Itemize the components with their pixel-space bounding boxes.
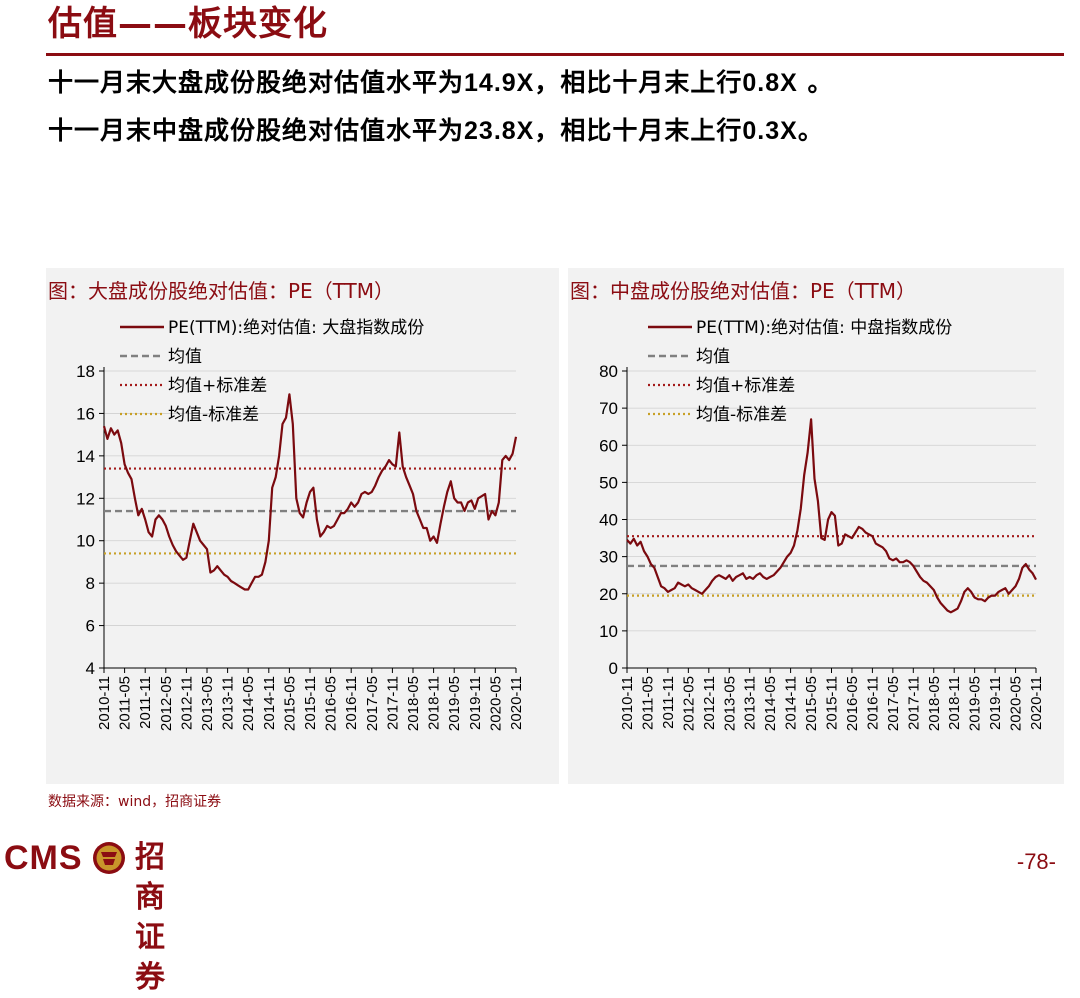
x-tick-label: 2016-11 bbox=[864, 676, 881, 730]
x-tick-label: 2019-11 bbox=[987, 676, 1004, 730]
pe-ttm-series-line bbox=[102, 393, 518, 591]
y-tick-label: 16 bbox=[76, 404, 95, 423]
x-tick-label: 2010-11 bbox=[619, 676, 636, 730]
chart-large-cap: 4 6 8 10 12 14 16 18 2010-11 2011-05 2011-11 2012-0… bbox=[76, 318, 525, 731]
y-tick-label: 18 bbox=[76, 362, 95, 381]
page-number: -78- bbox=[1016, 849, 1056, 874]
chart-title: 图：大盘成份股绝对估值：PE（TTM） bbox=[48, 279, 395, 303]
x-tick-label: 2019-11 bbox=[467, 676, 484, 730]
x-tick-label: 2020-05 bbox=[487, 676, 504, 731]
summary-value: 0.8X bbox=[742, 69, 798, 97]
summary-text: 。 bbox=[797, 68, 834, 97]
x-tick-label: 2019-05 bbox=[446, 676, 463, 731]
x-tick-label: 2020-11 bbox=[1028, 676, 1045, 730]
y-tick-label: 30 bbox=[599, 548, 618, 567]
x-tick-label: 2016-11 bbox=[343, 676, 360, 730]
x-tick-label: 2020-05 bbox=[1008, 676, 1025, 731]
x-tick-label: 2018-05 bbox=[926, 676, 943, 731]
x-tick-label: 2018-11 bbox=[426, 676, 443, 730]
y-tick-label: 0 bbox=[609, 659, 618, 678]
x-tick-label: 2017-05 bbox=[885, 676, 902, 731]
title-divider bbox=[46, 53, 1064, 56]
chart-panel-large-cap: 图：大盘成份股绝对估值：PE（TTM） 4 6 8 10 12 14 16 18 2010-11… bbox=[46, 268, 559, 784]
x-tick-label: 2015-11 bbox=[302, 676, 319, 730]
y-tick-label: 40 bbox=[599, 511, 618, 530]
x-tick-label: 2015-05 bbox=[803, 676, 820, 731]
summary-line-mid-cap: 十一月末中盘成份股绝对估值水平为23.8X，相比十月末上行0.3X。 bbox=[48, 114, 824, 148]
legend-mean-label: 均值 bbox=[696, 347, 730, 367]
legend-pe-ttm-label: PE(TTM):绝对估值: 中盘指数成份 bbox=[696, 318, 952, 338]
chart-title: 图：中盘成份股绝对估值：PE（TTM） bbox=[570, 279, 917, 303]
y-tick-label: 50 bbox=[599, 473, 618, 492]
x-tick-label: 2013-05 bbox=[721, 676, 738, 731]
x-tick-label: 2017-11 bbox=[905, 676, 922, 730]
x-tick-label: 2013-11 bbox=[220, 676, 237, 730]
x-tick-label: 2016-05 bbox=[844, 676, 861, 731]
y-tick-label: 20 bbox=[599, 585, 618, 604]
y-tick-label: 4 bbox=[86, 659, 95, 678]
legend-mean-minus-std-label: 均值-标准差 bbox=[696, 405, 787, 425]
x-tick-label: 2020-11 bbox=[508, 676, 525, 730]
brand-name: 招商证券 bbox=[135, 840, 167, 995]
brand-cms-text: CMS bbox=[4, 839, 83, 877]
x-tick-label: 2012-11 bbox=[178, 676, 195, 730]
summary-value: 14.9X bbox=[464, 69, 535, 97]
x-tick-label: 2013-11 bbox=[742, 676, 759, 730]
y-tick-label: 14 bbox=[76, 447, 95, 466]
y-tick-label: 6 bbox=[86, 617, 95, 636]
legend-mean-plus-std-label: 均值+标准差 bbox=[696, 376, 795, 396]
legend-mean-minus-std-label: 均值-标准差 bbox=[168, 405, 259, 425]
x-tick-label: 2011-05 bbox=[639, 676, 656, 730]
y-tick-label: 10 bbox=[599, 622, 618, 641]
x-tick-label: 2017-05 bbox=[364, 676, 381, 731]
summary-value: 0.3X bbox=[742, 117, 798, 145]
y-tick-label: 10 bbox=[76, 532, 95, 551]
x-tick-label: 2011-11 bbox=[137, 676, 154, 729]
summary-text: ，相比十月末上行 bbox=[534, 68, 743, 97]
x-tick-label: 2012-11 bbox=[701, 676, 718, 730]
data-source: 数据来源：wind，招商证券 bbox=[48, 794, 222, 810]
brand-emblem-icon bbox=[93, 842, 125, 874]
slide-title: 估值——板块变化 bbox=[48, 4, 328, 44]
summary-text: ，相比十月末上行 bbox=[534, 116, 743, 145]
summary-value: 23.8X bbox=[464, 117, 535, 145]
x-tick-label: 2017-11 bbox=[384, 676, 401, 730]
y-tick-label: 8 bbox=[86, 574, 95, 593]
x-tick-label: 2015-05 bbox=[281, 676, 298, 731]
x-tick-label: 2014-05 bbox=[240, 676, 257, 731]
summary-text: 十一月末中盘成份股绝对估值水平为 bbox=[48, 116, 465, 145]
legend-mean-plus-std-label: 均值+标准差 bbox=[168, 376, 267, 396]
x-tick-label: 2019-05 bbox=[967, 676, 984, 731]
summary-text: 十一月末大盘成份股绝对估值水平为 bbox=[48, 68, 465, 97]
x-tick-label: 2011-05 bbox=[117, 676, 134, 730]
x-tick-label: 2018-05 bbox=[405, 676, 422, 731]
y-tick-label: 70 bbox=[599, 399, 618, 418]
x-tick-label: 2011-11 bbox=[660, 676, 677, 729]
x-tick-label: 2015-11 bbox=[824, 676, 841, 730]
summary-line-large-cap: 十一月末大盘成份股绝对估值水平为14.9X，相比十月末上行0.8X 。 bbox=[48, 66, 834, 100]
y-tick-label: 12 bbox=[76, 489, 95, 508]
x-tick-label: 2018-11 bbox=[946, 676, 963, 730]
x-tick-label: 2012-05 bbox=[680, 676, 697, 731]
x-tick-label: 2012-05 bbox=[158, 676, 175, 731]
x-tick-label: 2014-11 bbox=[783, 676, 800, 730]
pe-ttm-series-line bbox=[626, 418, 1037, 614]
legend-mean-label: 均值 bbox=[168, 347, 202, 367]
x-tick-label: 2016-05 bbox=[323, 676, 340, 731]
x-tick-label: 2014-05 bbox=[762, 676, 779, 731]
summary-text: 。 bbox=[797, 116, 824, 145]
x-tick-label: 2013-05 bbox=[199, 676, 216, 731]
x-tick-label: 2010-11 bbox=[96, 676, 113, 730]
y-tick-label: 60 bbox=[599, 436, 618, 455]
legend-pe-ttm-label: PE(TTM):绝对估值: 大盘指数成份 bbox=[168, 318, 424, 338]
x-tick-label: 2014-11 bbox=[261, 676, 278, 730]
chart-panel-mid-cap: 图：中盘成份股绝对估值：PE（TTM） 0 10 20 30 40 50 60 70 80 201… bbox=[568, 268, 1064, 784]
y-tick-label: 80 bbox=[599, 362, 618, 381]
